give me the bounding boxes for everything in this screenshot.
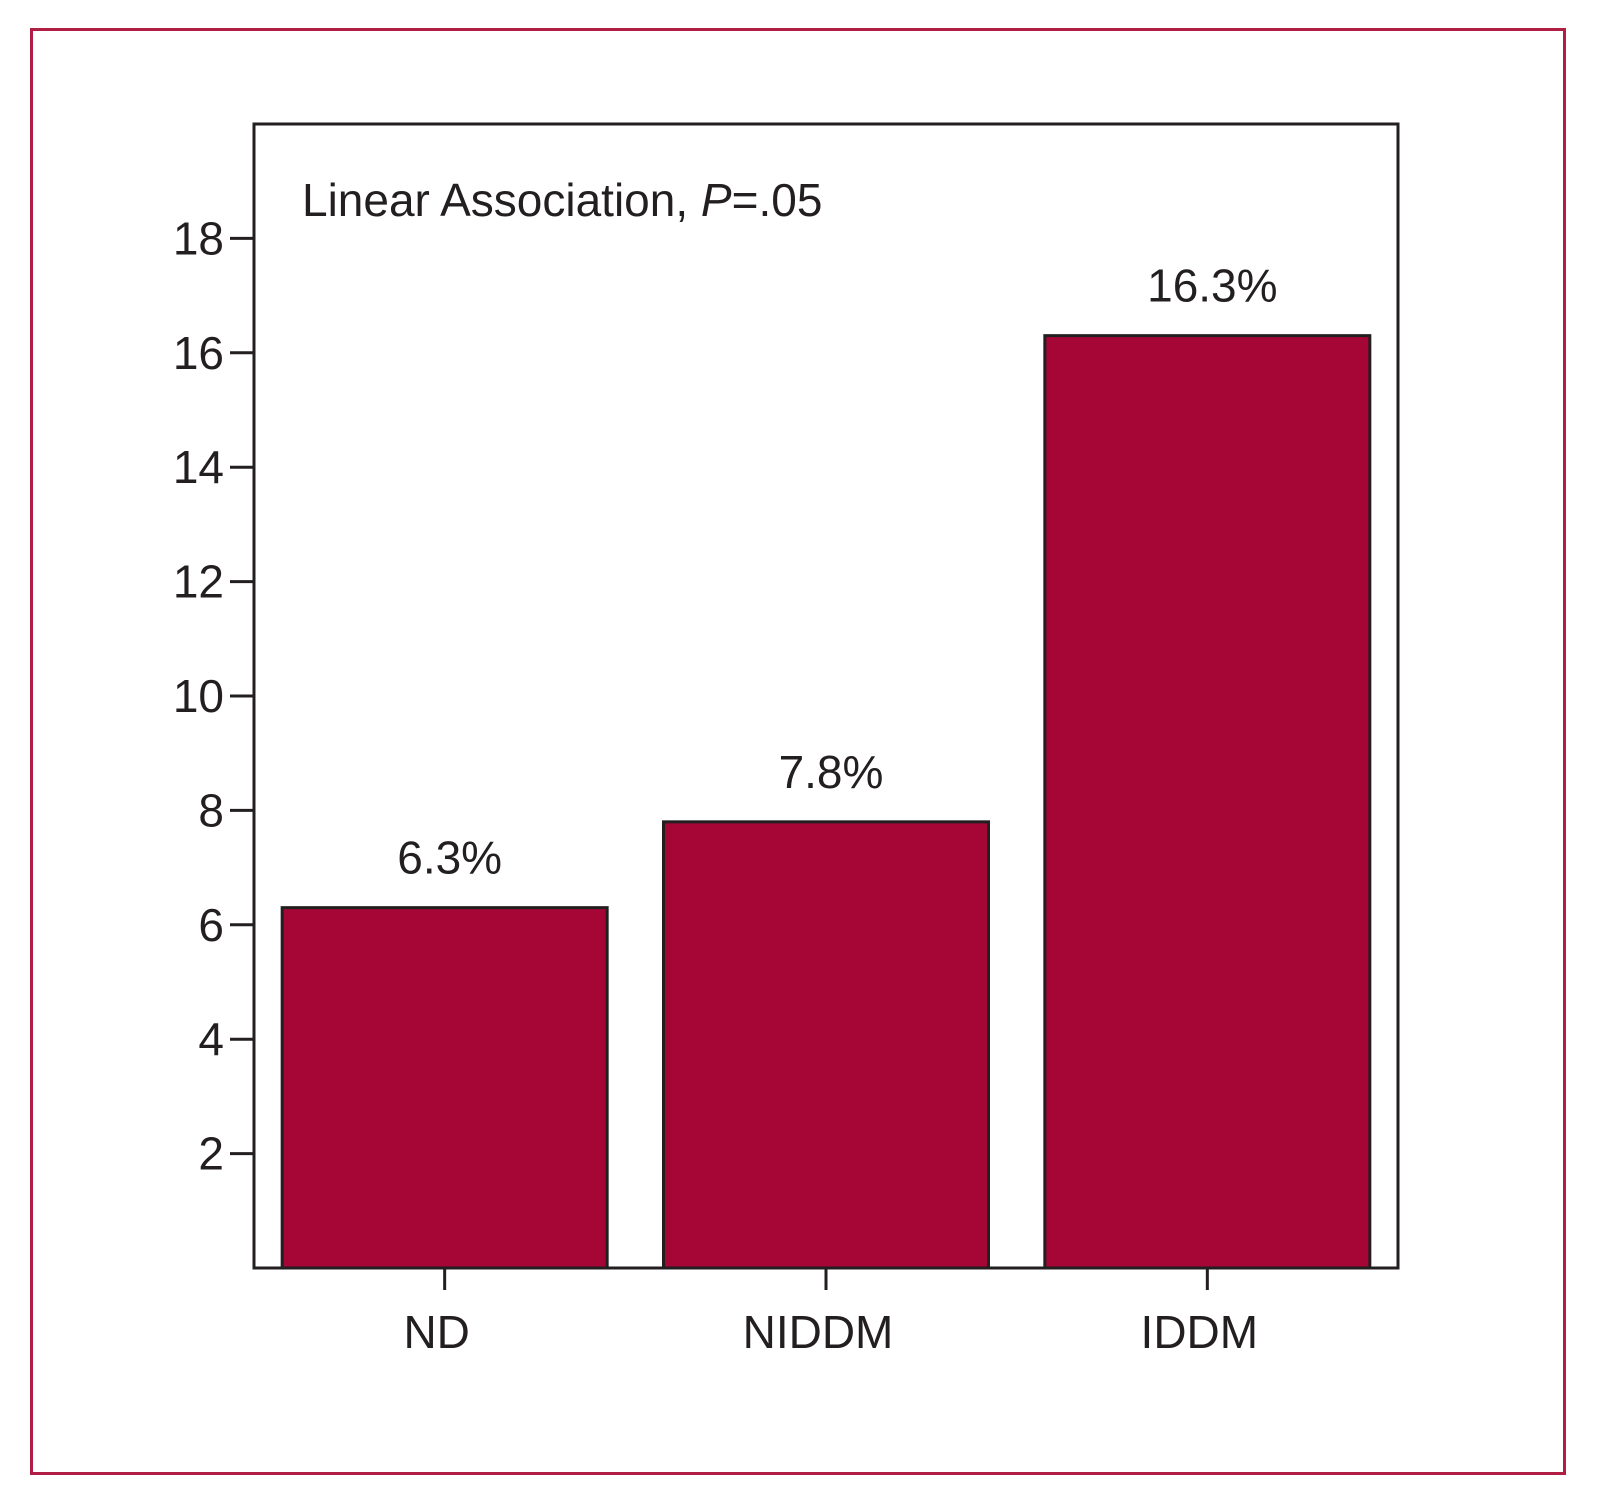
x-axis: ND NIDDM IDDM: [403, 1268, 1258, 1358]
plot-border: [252, 122, 1400, 1270]
x-tick-label-nd: ND: [403, 1306, 469, 1358]
annotation-suffix: =.05: [732, 174, 823, 226]
data-label-nd: 6.3%: [397, 832, 502, 884]
annotation-prefix: Linear Association,: [302, 174, 701, 226]
y-tick-label-16: 16: [173, 327, 224, 379]
annotation-linear-association: Linear Association, P=.05: [302, 174, 822, 226]
data-labels: 6.3% 7.8% 16.3%: [397, 260, 1277, 884]
y-tick-label-2: 2: [198, 1128, 224, 1180]
y-tick-label-6: 6: [198, 899, 224, 951]
y-tick-label-12: 12: [173, 556, 224, 608]
bar-iddm: [1043, 334, 1372, 1270]
y-tick-label-10: 10: [173, 670, 224, 722]
y-tick-label-4: 4: [198, 1013, 224, 1065]
x-tick-label-niddm: NIDDM: [743, 1306, 894, 1358]
bar-niddm: [662, 820, 990, 1270]
y-tick-label-8: 8: [198, 784, 224, 836]
x-tick-label-iddm: IDDM: [1141, 1306, 1259, 1358]
annotation-p-italic: P: [701, 174, 732, 226]
bars-layer: [280, 334, 1372, 1270]
y-axis: 2 4 6 8 10 12 14 16 18: [173, 212, 254, 1180]
y-tick-label-14: 14: [173, 441, 224, 493]
data-label-iddm: 16.3%: [1147, 260, 1277, 312]
y-tick-label-18: 18: [173, 212, 224, 264]
data-label-niddm: 7.8%: [779, 746, 884, 798]
bar-nd: [280, 906, 609, 1270]
